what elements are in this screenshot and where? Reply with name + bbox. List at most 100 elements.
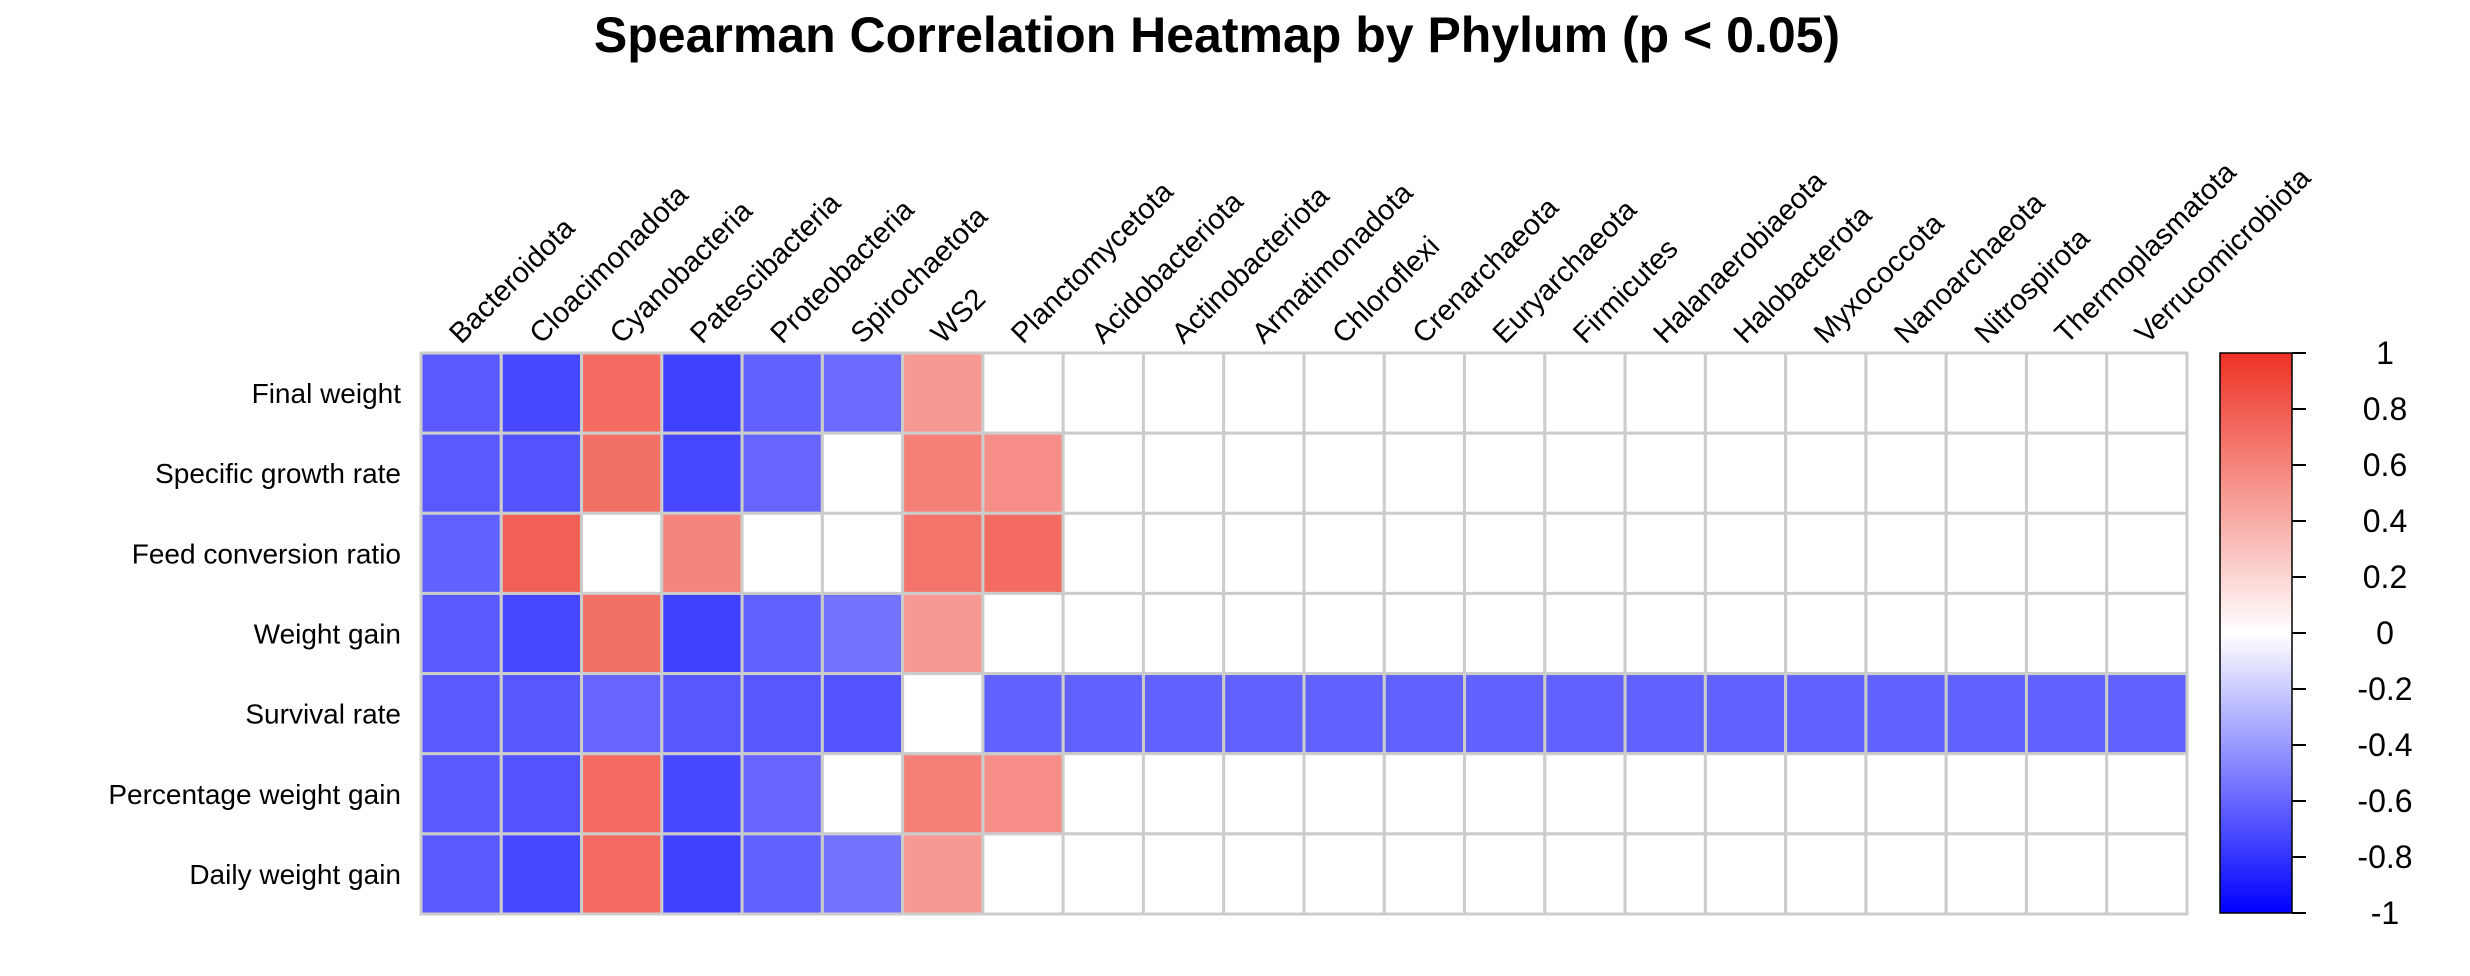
heatmap-cell [740, 351, 824, 435]
heatmap-cell [1543, 591, 1627, 676]
chart-title: Spearman Correlation Heatmap by Phylum (… [594, 7, 1840, 63]
heatmap-cell [1623, 351, 1707, 435]
heatmap-cell [499, 752, 584, 836]
heatmap-cell [2024, 672, 2109, 756]
heatmap-cell [1061, 752, 1145, 836]
heatmap-cell [1302, 752, 1386, 836]
heatmap-cell [1703, 431, 1788, 515]
colorbar-tick-label: -0.8 [2357, 839, 2412, 875]
heatmap-cell [1382, 752, 1467, 836]
heatmap-cell [580, 431, 664, 515]
heatmap-cell [419, 832, 503, 916]
heatmap-cell [740, 511, 824, 595]
heatmap-cell [580, 591, 664, 676]
heatmap-cell [820, 511, 905, 595]
heatmap-cell [2105, 351, 2189, 435]
heatmap-cell [660, 431, 744, 515]
heatmap-cell [820, 591, 905, 676]
heatmap-cell [1623, 752, 1707, 836]
colorbar-tick-label: -0.4 [2357, 727, 2412, 763]
heatmap-cell [1141, 351, 1226, 435]
heatmap-cell [1703, 672, 1788, 756]
colorbar-tick-label: 0.2 [2363, 559, 2407, 595]
heatmap-cell [1864, 832, 1948, 916]
row-label: Percentage weight gain [108, 779, 401, 810]
colorbar-tick-label: -0.2 [2357, 671, 2412, 707]
heatmap-cell [1382, 431, 1467, 515]
heatmap-cell [2024, 511, 2109, 595]
column-label: Euryarchaeota [1487, 193, 1644, 350]
heatmap-cell [1784, 431, 1868, 515]
heatmap-cell [580, 351, 664, 435]
heatmap-cell [740, 591, 824, 676]
heatmap-cell [499, 511, 584, 595]
heatmap-cell [1463, 591, 1547, 676]
heatmap-cell [499, 431, 584, 515]
heatmap-cell [1222, 511, 1306, 595]
heatmap-cell [1543, 431, 1627, 515]
heatmap-cell [1944, 672, 2028, 756]
heatmap-cell [1944, 752, 2028, 836]
heatmap-cell [1382, 672, 1467, 756]
heatmap-cell [580, 511, 664, 595]
heatmap-cell [1543, 511, 1627, 595]
colorbar-tick-label: -1 [2371, 895, 2399, 931]
heatmap-cell [499, 672, 584, 756]
heatmap-cell [2024, 591, 2109, 676]
heatmap-cell [1463, 832, 1547, 916]
heatmap-cell [419, 672, 503, 756]
row-label: Daily weight gain [189, 859, 401, 890]
heatmap-cell [820, 431, 905, 515]
heatmap-cell [901, 672, 985, 756]
heatmap-cell [660, 672, 744, 756]
heatmap-cell [580, 672, 664, 756]
heatmap-cell [580, 752, 664, 836]
heatmap-cell [2024, 431, 2109, 515]
heatmap-cell [1623, 511, 1707, 595]
heatmap-cell [1784, 351, 1868, 435]
heatmap-cell [981, 752, 1065, 836]
heatmap-cell [1382, 351, 1467, 435]
column-label: Proteobacteria [765, 193, 922, 350]
heatmap-cell [1222, 591, 1306, 676]
colorbar-tick-label: 0 [2376, 615, 2394, 651]
heatmap-cell [901, 752, 985, 836]
heatmap-cell [419, 511, 503, 595]
heatmap-cell [2024, 832, 2109, 916]
heatmap-cell [1382, 832, 1467, 916]
heatmap-cell [901, 351, 985, 435]
heatmap-cell [901, 591, 985, 676]
heatmap-cell [1141, 672, 1226, 756]
heatmap-cell [1703, 752, 1788, 836]
heatmap-cell [1222, 431, 1306, 515]
colorbar-tick-label: -0.6 [2357, 783, 2412, 819]
heatmap-cell [1141, 752, 1226, 836]
heatmap-cell [1463, 752, 1547, 836]
heatmap-cell [820, 672, 905, 756]
heatmap-cell [740, 832, 824, 916]
heatmap-cell [1864, 431, 1948, 515]
heatmap-cell [419, 591, 503, 676]
heatmap-cell [1944, 351, 2028, 435]
column-label: WS2 [925, 283, 992, 350]
heatmap-cell [820, 752, 905, 836]
heatmap-cell [1623, 672, 1707, 756]
heatmap-cell [660, 511, 744, 595]
heatmap-cell [981, 431, 1065, 515]
heatmap-cell [1703, 832, 1788, 916]
heatmap-cell [1061, 511, 1145, 595]
heatmap-cell [1864, 591, 1948, 676]
colorbar-tick-label: 0.8 [2363, 391, 2407, 427]
heatmap-cell [1382, 511, 1467, 595]
heatmap-cell [1864, 351, 1948, 435]
heatmap-cell [740, 672, 824, 756]
heatmap-cell [660, 752, 744, 836]
heatmap-cell [1463, 351, 1547, 435]
heatmap-cell [2105, 431, 2189, 515]
heatmap-cell [1623, 431, 1707, 515]
heatmap-cell [580, 832, 664, 916]
heatmap-cell [660, 351, 744, 435]
column-label: Cyanobacteria [604, 194, 759, 349]
heatmap-cell [2105, 672, 2189, 756]
